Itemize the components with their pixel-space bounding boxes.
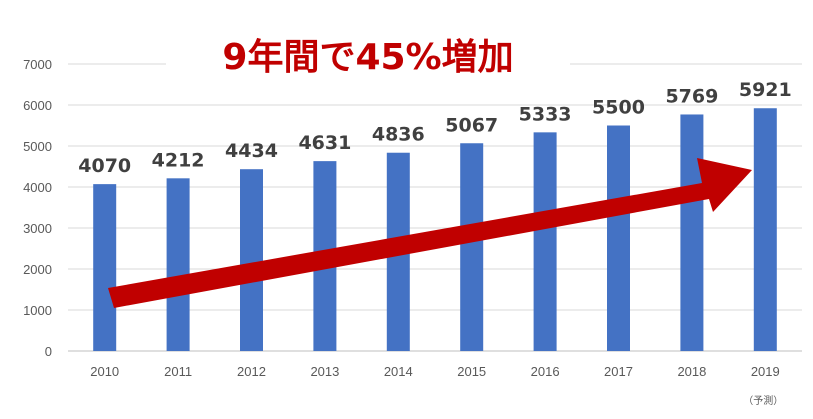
data-label: 4631 (298, 132, 351, 154)
title-box (166, 28, 570, 84)
data-label: 4434 (225, 140, 278, 162)
bar (607, 125, 630, 351)
y-tick-label: 5000 (23, 139, 52, 154)
x-tick-label: 2019 (751, 364, 780, 379)
x-axis-ticks: 2010 2011 2012 2013 2014 2015 2016 2017 2018 2019… (90, 364, 783, 407)
data-label: 5067 (445, 114, 498, 136)
x-tick-label: 2013 (310, 364, 339, 379)
data-label: 4212 (152, 149, 205, 171)
data-label: 5921 (739, 79, 792, 101)
x-tick-label: 2016 (531, 364, 560, 379)
gridlines (68, 63, 802, 352)
bar (680, 114, 704, 351)
chart-title: 9年間で45%増加 (222, 37, 513, 78)
x-tick-label: 2012 (237, 364, 266, 379)
y-tick-label: 2000 (23, 262, 52, 277)
data-labels: 4070 4212 4434 4631 4836 5067 5333 5500 5769 5921 (78, 79, 791, 177)
x-tick-label: 2010 (90, 364, 119, 379)
x-tick-label: 2011 (164, 364, 192, 379)
trend-arrow (108, 158, 752, 308)
data-label: 5769 (665, 85, 718, 107)
bar (166, 178, 190, 351)
x-tick-label: 2017 (604, 364, 633, 379)
bar (460, 143, 484, 351)
y-axis-ticks: 0 1000 2000 3000 4000 5000 6000 7000 (23, 57, 52, 359)
forecast-note: （予測） (743, 394, 783, 407)
data-label: 5500 (592, 97, 645, 119)
data-label: 5333 (519, 103, 572, 125)
bars (93, 108, 777, 351)
bar (533, 132, 557, 351)
bar (240, 169, 263, 351)
x-tick-label: 2018 (677, 364, 706, 379)
x-tick-label: 2014 (384, 364, 413, 379)
x-tick-label: 2015 (457, 364, 486, 379)
y-tick-label: 7000 (23, 57, 52, 72)
data-label: 4070 (78, 155, 131, 177)
bar (93, 184, 117, 351)
y-tick-label: 6000 (23, 98, 52, 113)
y-tick-label: 4000 (23, 180, 52, 195)
bar (753, 108, 777, 351)
y-tick-label: 0 (45, 344, 52, 359)
y-tick-label: 1000 (23, 303, 52, 318)
y-tick-label: 3000 (23, 221, 52, 236)
data-label: 4836 (372, 124, 425, 146)
